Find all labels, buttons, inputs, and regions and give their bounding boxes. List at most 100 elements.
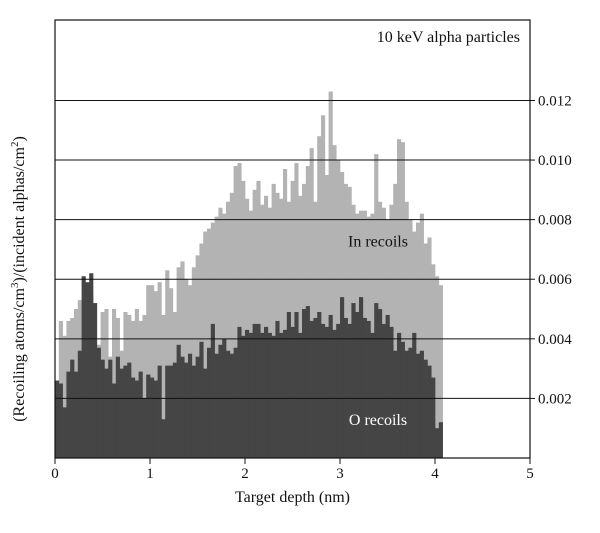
o-recoils-bar (245, 329, 250, 458)
o-recoils-bar (256, 323, 261, 458)
o-recoils-bar (62, 407, 67, 458)
o-recoils-bar (359, 297, 364, 458)
o-recoils-bar (416, 353, 421, 458)
o-recoils-bar (161, 419, 166, 458)
gridlines (55, 99, 530, 399)
o-recoils-bar (131, 377, 136, 458)
x-tick-label: 5 (526, 466, 534, 482)
y-tick-label: 0.012 (538, 93, 572, 109)
y-title-part-c: ) (11, 136, 28, 141)
o-recoils-bar (290, 326, 295, 458)
o-recoils-bar (271, 335, 276, 458)
o-recoils-bar (332, 329, 337, 458)
in-recoils-bar (324, 174, 329, 458)
o-recoils-bar (321, 323, 326, 458)
in-recoils-bar (256, 180, 261, 458)
o-recoils-bar (195, 356, 200, 458)
o-recoils-bar (248, 332, 253, 458)
in-recoils-bar (226, 201, 231, 458)
o-recoils-bar (267, 332, 272, 458)
series-annotation: In recoils (348, 233, 408, 250)
in-recoils-bar (393, 183, 398, 458)
in-recoils-bar (233, 166, 238, 458)
o-recoils-bar (305, 306, 310, 458)
in-recoils-bar (203, 231, 208, 458)
o-recoils-bar (127, 362, 132, 458)
in-recoils-bar (397, 139, 402, 458)
y-axis-title: (Recoiling atoms/cm3)/(incident alphas/c… (9, 136, 28, 422)
o-recoils-bar (150, 377, 155, 458)
o-recoils-bar (343, 317, 348, 458)
o-recoils-bar (324, 326, 329, 458)
o-recoils-bar (58, 383, 63, 458)
o-recoils-bar (313, 317, 318, 458)
in-recoils-bar (153, 291, 158, 458)
o-recoils-bar (134, 380, 139, 458)
o-recoils-bar (119, 368, 124, 458)
o-recoils-bar (279, 332, 284, 458)
in-recoils-bar (237, 163, 242, 458)
in-recoils-bar (332, 145, 337, 458)
o-recoils-bar (226, 350, 231, 458)
o-recoils-bar (362, 317, 367, 458)
o-recoils-bar (203, 368, 208, 458)
o-recoils-bar (302, 309, 307, 458)
o-recoils-bar (351, 303, 356, 458)
in-recoils-bar (267, 207, 272, 458)
o-recoils-bar (378, 309, 383, 458)
annotations: In recoils O recoils (348, 233, 408, 429)
o-recoils-bar (199, 341, 204, 458)
o-recoils-bar (96, 347, 101, 458)
o-recoils-bar (340, 297, 345, 458)
in-recoils-bar (218, 207, 223, 458)
o-recoils-bar (275, 320, 280, 458)
y-tick-label: 0.010 (538, 153, 572, 169)
in-recoils-bar (317, 136, 322, 458)
y-title-part-a: (Recoiling atoms/cm (11, 287, 28, 421)
o-recoils-bar (412, 332, 417, 458)
o-recoils-bar (153, 380, 158, 458)
plot-area (55, 20, 530, 459)
o-recoils-bar (214, 353, 219, 458)
x-axis: 0 1 2 3 4 5 (51, 458, 534, 482)
o-recoils-bar (237, 326, 242, 458)
o-recoils-bar (252, 323, 257, 458)
o-recoils-bar (123, 365, 128, 458)
in-recoils-bar (161, 314, 166, 458)
o-recoils-bar (172, 362, 177, 458)
o-recoils-bar (400, 341, 405, 458)
x-tick-label: 2 (241, 466, 249, 482)
x-tick-label: 0 (51, 466, 59, 482)
in-recoils-bar (271, 183, 276, 458)
o-recoils-bar (180, 356, 185, 458)
in-recoils-bar (165, 270, 170, 458)
in-recoils-bar (309, 148, 314, 458)
in-recoils-bar (241, 180, 246, 458)
o-recoils-bar (191, 365, 196, 458)
o-recoils-bar (66, 371, 71, 458)
o-recoils-bar (85, 282, 90, 458)
o-recoils-bar (241, 335, 246, 458)
in-recoils-bar (336, 160, 341, 459)
chart-title: 10 keV alpha particles (377, 29, 520, 46)
in-recoils-bar (427, 237, 432, 458)
o-recoils-bar (427, 365, 432, 458)
o-recoils-bar (423, 359, 428, 458)
in-recoils-bar (252, 189, 257, 458)
in-recoils-bar (283, 168, 288, 459)
o-recoils-series (55, 273, 443, 458)
o-recoils-bar (81, 276, 86, 458)
in-recoils-bar (191, 267, 196, 458)
in-recoils-bar (404, 201, 409, 458)
in-recoils-bar (416, 222, 421, 458)
o-recoils-bar (438, 422, 443, 458)
o-recoils-bar (218, 344, 223, 458)
o-recoils-bar (184, 362, 189, 458)
o-recoils-bar (286, 312, 291, 458)
y-title-sup-3: 3 (9, 282, 21, 288)
in-recoils-bar (146, 285, 151, 458)
y-title-sup-2: 2 (9, 142, 21, 148)
o-recoils-bar (435, 428, 440, 458)
o-recoils-bar (397, 332, 402, 458)
o-recoils-bar (309, 320, 314, 458)
